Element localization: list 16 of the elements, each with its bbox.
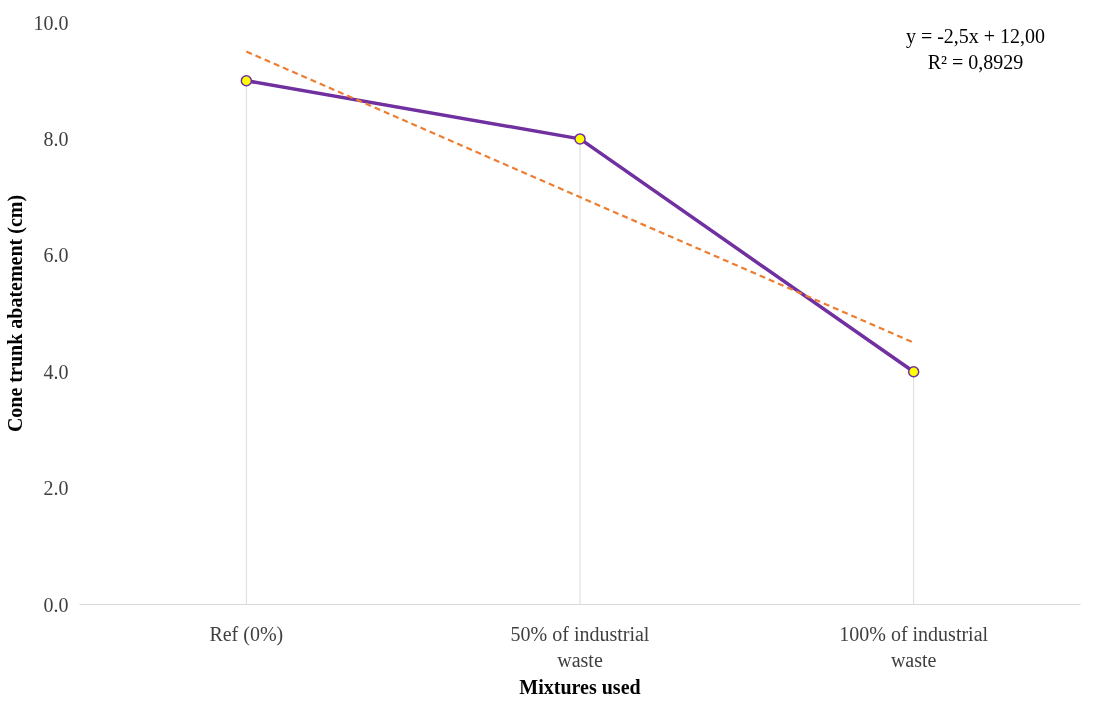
point bbox=[574, 133, 586, 145]
x-tick-label: 50% of industrial waste bbox=[510, 622, 650, 671]
x-tick-label: 100% of industrial waste bbox=[839, 622, 989, 671]
y-tick-label: 8.0 bbox=[43, 127, 69, 150]
y-tick-label: 4.0 bbox=[43, 360, 69, 383]
y-axis-title: Cone trunk abatement (cm) bbox=[3, 194, 27, 433]
x-tick-label: Ref (0%) bbox=[209, 622, 284, 646]
point bbox=[907, 365, 920, 378]
annotation: y = -2,5x + 12,00 bbox=[905, 24, 1046, 48]
y-tick-label: 0.0 bbox=[43, 593, 69, 616]
y-tick-label: 10.0 bbox=[33, 11, 69, 34]
point bbox=[240, 74, 253, 87]
annotation: R² = 0,8929 bbox=[927, 50, 1024, 73]
x-axis-title: Mixtures used bbox=[519, 675, 641, 698]
y-tick-label: 2.0 bbox=[43, 477, 69, 500]
y-tick-label: 6.0 bbox=[43, 244, 69, 267]
